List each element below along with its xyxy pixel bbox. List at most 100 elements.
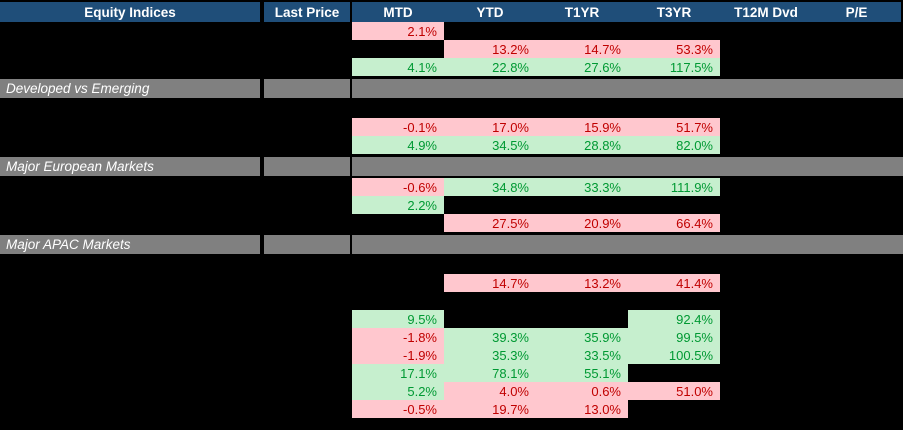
cell-t3yr[interactable]: 117.5% bbox=[628, 58, 720, 76]
section-label[interactable]: Major APAC Markets bbox=[0, 235, 260, 254]
cell-mtd[interactable]: 2.1% bbox=[352, 22, 444, 40]
cell-ytd[interactable]: 4.0% bbox=[444, 382, 536, 400]
table-row: 13.2% 14.7% 53.3% bbox=[0, 40, 903, 58]
cell-t3yr[interactable]: 66.4% bbox=[628, 214, 720, 232]
cell-t1yr[interactable]: 0.6% bbox=[536, 382, 628, 400]
cell-mtd[interactable]: 2.2% bbox=[352, 196, 444, 214]
cell-index bbox=[0, 274, 260, 292]
cell-t12m bbox=[720, 328, 812, 346]
column-header-ytd[interactable]: YTD bbox=[444, 2, 536, 22]
cell-mtd[interactable]: -0.6% bbox=[352, 178, 444, 196]
cell-index bbox=[0, 382, 260, 400]
cell-last bbox=[264, 40, 350, 58]
cell-t1yr bbox=[536, 22, 628, 40]
cell-ytd[interactable]: 17.0% bbox=[444, 118, 536, 136]
cell-mtd[interactable]: -1.9% bbox=[352, 346, 444, 364]
cell-t3yr[interactable]: 51.0% bbox=[628, 382, 720, 400]
cell-ytd[interactable]: 39.3% bbox=[444, 328, 536, 346]
column-header-mtd[interactable]: MTD bbox=[352, 2, 444, 22]
column-header-t12m[interactable]: T12M Dvd bbox=[720, 2, 812, 22]
cell-t1yr[interactable]: 55.1% bbox=[536, 364, 628, 382]
cell-t12m bbox=[720, 196, 812, 214]
cell-t1yr[interactable]: 33.5% bbox=[536, 346, 628, 364]
cell-t3yr[interactable]: 82.0% bbox=[628, 136, 720, 154]
cell-t3yr[interactable]: 41.4% bbox=[628, 274, 720, 292]
cell-pe bbox=[812, 136, 901, 154]
cell-t3yr[interactable]: 111.9% bbox=[628, 178, 720, 196]
cell-t1yr[interactable]: 20.9% bbox=[536, 214, 628, 232]
section-cell-last-price bbox=[264, 235, 350, 254]
cell-pe bbox=[812, 328, 901, 346]
column-header-t3yr[interactable]: T3YR bbox=[628, 2, 720, 22]
section-row: Major European Markets bbox=[0, 157, 903, 176]
cell-ytd[interactable]: 14.7% bbox=[444, 274, 536, 292]
cell-t1yr[interactable]: 13.2% bbox=[536, 274, 628, 292]
cell-ytd[interactable]: 35.3% bbox=[444, 346, 536, 364]
cell-ytd[interactable]: 34.5% bbox=[444, 136, 536, 154]
cell-mtd[interactable]: -0.1% bbox=[352, 118, 444, 136]
cell-ytd[interactable]: 22.8% bbox=[444, 58, 536, 76]
column-header-pe[interactable]: P/E bbox=[812, 2, 901, 22]
cell-ytd[interactable]: 19.7% bbox=[444, 400, 536, 418]
table-row: -1.9% 35.3% 33.5% 100.5% bbox=[0, 346, 903, 364]
cell-mtd[interactable]: -1.8% bbox=[352, 328, 444, 346]
cell-ytd[interactable]: 78.1% bbox=[444, 364, 536, 382]
cell-last bbox=[264, 328, 350, 346]
cell-mtd[interactable]: 9.5% bbox=[352, 310, 444, 328]
cell-pe bbox=[812, 382, 901, 400]
table-row: 4.1% 22.8% 27.6% 117.5% bbox=[0, 58, 903, 76]
column-header-t1yr[interactable]: T1YR bbox=[536, 2, 628, 22]
cell-mtd[interactable]: -0.5% bbox=[352, 400, 444, 418]
cell-t1yr bbox=[536, 196, 628, 214]
cell-index bbox=[0, 328, 260, 346]
cell-pe bbox=[812, 58, 901, 76]
cell-ytd bbox=[444, 196, 536, 214]
column-header-index[interactable]: Equity Indices bbox=[0, 2, 260, 22]
cell-mtd[interactable]: 17.1% bbox=[352, 364, 444, 382]
cell-t1yr[interactable]: 28.8% bbox=[536, 136, 628, 154]
cell-t12m bbox=[720, 136, 812, 154]
table-row: 4.9% 34.5% 28.8% 82.0% bbox=[0, 136, 903, 154]
cell-t1yr[interactable]: 13.0% bbox=[536, 400, 628, 418]
cell-index bbox=[0, 178, 260, 196]
cell-t12m bbox=[720, 346, 812, 364]
cell-t1yr[interactable]: 14.7% bbox=[536, 40, 628, 58]
cell-mtd[interactable]: 4.9% bbox=[352, 136, 444, 154]
cell-ytd[interactable]: 27.5% bbox=[444, 214, 536, 232]
cell-pe bbox=[812, 196, 901, 214]
section-label[interactable]: Developed vs Emerging bbox=[0, 79, 260, 98]
cell-last bbox=[264, 346, 350, 364]
cell-pe bbox=[812, 274, 901, 292]
redacted-row bbox=[0, 100, 903, 118]
table-row: -0.6% 34.8% 33.3% 111.9% bbox=[0, 178, 903, 196]
cell-index bbox=[0, 58, 260, 76]
cell-index bbox=[0, 346, 260, 364]
cell-index bbox=[0, 40, 260, 58]
cell-t12m bbox=[720, 58, 812, 76]
section-label[interactable]: Major European Markets bbox=[0, 157, 260, 176]
cell-t1yr[interactable]: 35.9% bbox=[536, 328, 628, 346]
cell-t3yr[interactable]: 99.5% bbox=[628, 328, 720, 346]
cell-t3yr[interactable]: 51.7% bbox=[628, 118, 720, 136]
cell-t12m bbox=[720, 214, 812, 232]
cell-ytd[interactable]: 34.8% bbox=[444, 178, 536, 196]
cell-t1yr[interactable]: 33.3% bbox=[536, 178, 628, 196]
cell-mtd[interactable]: 5.2% bbox=[352, 382, 444, 400]
column-header-last[interactable]: Last Price bbox=[264, 2, 350, 22]
section-cell-last-price bbox=[264, 79, 350, 98]
cell-t3yr[interactable]: 53.3% bbox=[628, 40, 720, 58]
table-row: -1.8% 39.3% 35.9% 99.5% bbox=[0, 328, 903, 346]
cell-index bbox=[0, 400, 260, 418]
cell-index bbox=[0, 364, 260, 382]
cell-index bbox=[0, 22, 260, 40]
cell-last bbox=[264, 178, 350, 196]
cell-mtd[interactable]: 4.1% bbox=[352, 58, 444, 76]
cell-t3yr[interactable]: 100.5% bbox=[628, 346, 720, 364]
cell-t1yr[interactable]: 27.6% bbox=[536, 58, 628, 76]
cell-t3yr[interactable]: 92.4% bbox=[628, 310, 720, 328]
cell-t1yr[interactable]: 15.9% bbox=[536, 118, 628, 136]
cell-t12m bbox=[720, 400, 812, 418]
cell-ytd[interactable]: 13.2% bbox=[444, 40, 536, 58]
cell-last bbox=[264, 136, 350, 154]
